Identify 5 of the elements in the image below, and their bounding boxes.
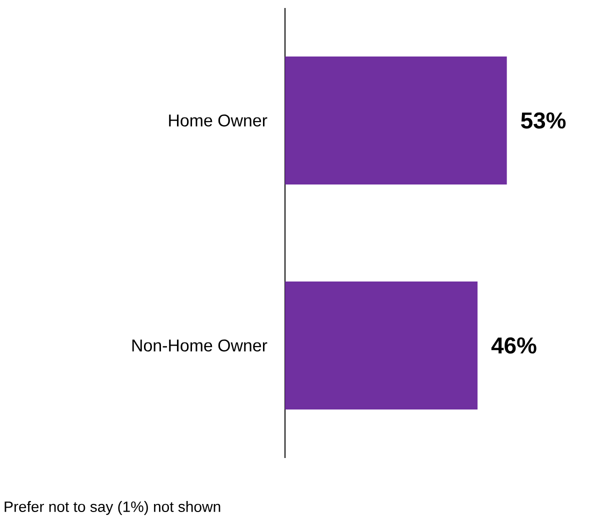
y-tick-label: Home Owner bbox=[169, 114, 268, 126]
y-tick-label: Non-Home Owner bbox=[132, 339, 268, 352]
data-label: 46% bbox=[491, 337, 536, 354]
text: Prefer not to say (1%) not shown bbox=[4, 501, 220, 515]
data-label: 53% bbox=[521, 112, 566, 129]
